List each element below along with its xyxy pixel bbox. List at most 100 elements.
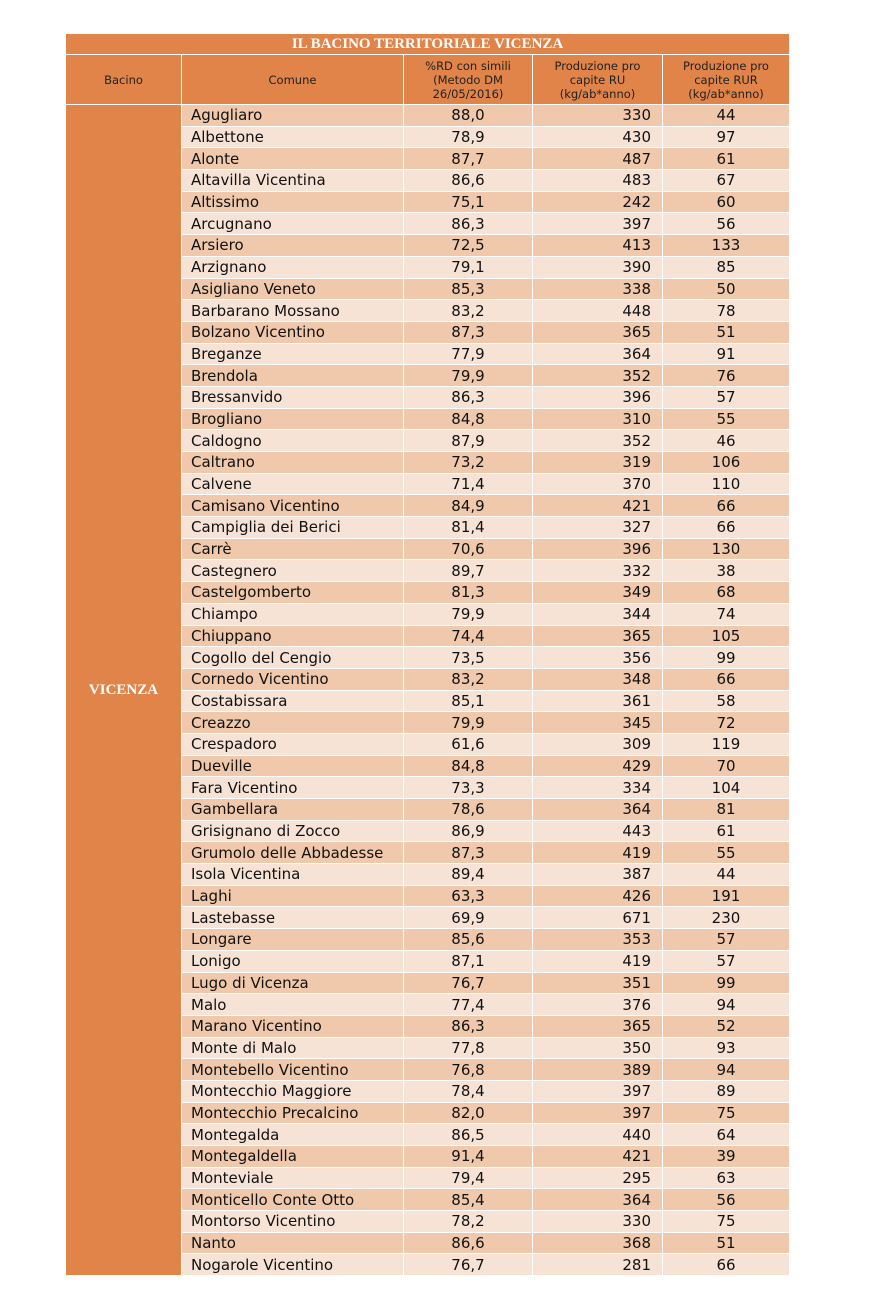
rd-cell: 79,9 [403, 711, 533, 734]
table-row: Montecchio Precalcino 82,0 397 75 [66, 1101, 790, 1125]
table-row: Laghi 63,3 426 191 [66, 884, 790, 908]
rd-cell: 82,0 [403, 1101, 533, 1125]
table-row: Alonte 87,7 487 61 [66, 147, 790, 171]
ru-cell: 443 [532, 819, 663, 843]
ru-cell: 345 [532, 711, 663, 734]
rd-cell: 85,4 [403, 1188, 533, 1212]
rd-cell: 84,9 [403, 494, 533, 518]
rur-cell: 104 [662, 776, 790, 799]
ru-cell: 397 [532, 1101, 663, 1125]
table-row: Montorso Vicentino 78,2 330 75 [66, 1210, 790, 1233]
ru-cell: 390 [532, 255, 663, 279]
ru-cell: 348 [532, 667, 663, 691]
comune-cell: Creazzo [181, 711, 404, 734]
rur-cell: 51 [662, 1231, 790, 1255]
table-row: Lastebasse 69,9 671 230 [66, 906, 790, 930]
rd-cell: 86,9 [403, 819, 533, 843]
rur-cell: 99 [662, 971, 790, 995]
ru-cell: 671 [532, 906, 663, 930]
comune-cell: Lugo di Vicenza [181, 971, 404, 995]
rur-cell: 133 [662, 234, 790, 257]
rur-cell: 97 [662, 125, 790, 149]
rd-cell: 72,5 [403, 234, 533, 257]
table-row: Crespadoro 61,6 309 119 [66, 732, 790, 756]
ru-cell: 330 [532, 1210, 663, 1233]
comune-cell: Grumolo delle Abbadesse [181, 841, 404, 865]
rd-cell: 77,4 [403, 993, 533, 1016]
comune-cell: Montegaldella [181, 1145, 404, 1168]
ru-cell: 319 [532, 451, 663, 474]
ru-cell: 487 [532, 147, 663, 171]
comune-cell: Monte di Malo [181, 1036, 404, 1060]
comune-cell: Gambellara [181, 798, 404, 821]
rur-cell: 130 [662, 537, 790, 561]
rur-cell: 60 [662, 190, 790, 214]
rur-cell: 66 [662, 1253, 790, 1277]
rd-cell: 71,4 [403, 472, 533, 496]
rur-cell: 74 [662, 602, 790, 626]
comune-cell: Malo [181, 993, 404, 1016]
table-row: Dueville 84,8 429 70 [66, 754, 790, 778]
rd-cell: 76,7 [403, 971, 533, 995]
rd-cell: 78,2 [403, 1210, 533, 1233]
rur-cell: 56 [662, 212, 790, 236]
rur-cell: 38 [662, 559, 790, 583]
rd-cell: 73,3 [403, 776, 533, 799]
rd-cell: 86,5 [403, 1123, 533, 1146]
table-row: Carrè 70,6 396 130 [66, 537, 790, 561]
table-row: Costabissara 85,1 361 58 [66, 689, 790, 713]
ru-cell: 397 [532, 212, 663, 236]
table-row: Altissimo 75,1 242 60 [66, 190, 790, 214]
rd-cell: 77,8 [403, 1036, 533, 1060]
table-row: Gambellara 78,6 364 81 [66, 798, 790, 821]
comune-cell: Nogarole Vicentino [181, 1253, 404, 1277]
rd-cell: 84,8 [403, 407, 533, 431]
rur-cell: 52 [662, 1014, 790, 1038]
ru-cell: 309 [532, 732, 663, 756]
comune-cell: Montorso Vicentino [181, 1210, 404, 1233]
table-row: Longare 85,6 353 57 [66, 928, 790, 951]
rd-cell: 87,3 [403, 320, 533, 344]
comune-cell: Carrè [181, 537, 404, 561]
ru-cell: 413 [532, 234, 663, 257]
ru-cell: 387 [532, 863, 663, 886]
comune-cell: Chiampo [181, 602, 404, 626]
rur-cell: 99 [662, 646, 790, 669]
ru-cell: 310 [532, 407, 663, 431]
ru-cell: 344 [532, 602, 663, 626]
rur-cell: 55 [662, 841, 790, 865]
ru-cell: 334 [532, 776, 663, 799]
table-row: Barbarano Mossano 83,2 448 78 [66, 299, 790, 322]
ru-cell: 364 [532, 798, 663, 821]
rur-cell: 66 [662, 494, 790, 518]
ru-cell: 396 [532, 537, 663, 561]
table-row: Nogarole Vicentino 76,7 281 66 [66, 1253, 790, 1277]
ru-cell: 389 [532, 1058, 663, 1081]
rd-cell: 88,0 [403, 104, 533, 127]
table-row: Bolzano Vicentino 87,3 365 51 [66, 320, 790, 344]
table-row: Calvene 71,4 370 110 [66, 472, 790, 496]
rur-cell: 57 [662, 949, 790, 973]
bacino-cell: VICENZA [65, 103, 182, 1277]
comune-cell: Breganze [181, 342, 404, 366]
rd-cell: 83,2 [403, 667, 533, 691]
comune-cell: Lastebasse [181, 906, 404, 930]
ru-cell: 349 [532, 581, 663, 604]
rd-cell: 61,6 [403, 732, 533, 756]
comune-cell: Lonigo [181, 949, 404, 973]
rd-cell: 79,4 [403, 1166, 533, 1190]
comune-cell: Isola Vicentina [181, 863, 404, 886]
comune-cell: Bressanvido [181, 385, 404, 409]
header-rd: %RD con simili (Metodo DM 26/05/2016) [403, 54, 533, 105]
table-row: Caldogno 87,9 352 46 [66, 429, 790, 452]
rd-cell: 73,2 [403, 451, 533, 474]
table-row: Nanto 86,6 368 51 [66, 1231, 790, 1255]
rd-cell: 84,8 [403, 754, 533, 778]
table-row: Asigliano Veneto 85,3 338 50 [66, 277, 790, 301]
ru-cell: 448 [532, 299, 663, 322]
table-row: Arsiero 72,5 413 133 [66, 234, 790, 257]
comune-cell: Marano Vicentino [181, 1014, 404, 1038]
rur-cell: 93 [662, 1036, 790, 1060]
rd-cell: 86,6 [403, 1231, 533, 1255]
rd-cell: 73,5 [403, 646, 533, 669]
